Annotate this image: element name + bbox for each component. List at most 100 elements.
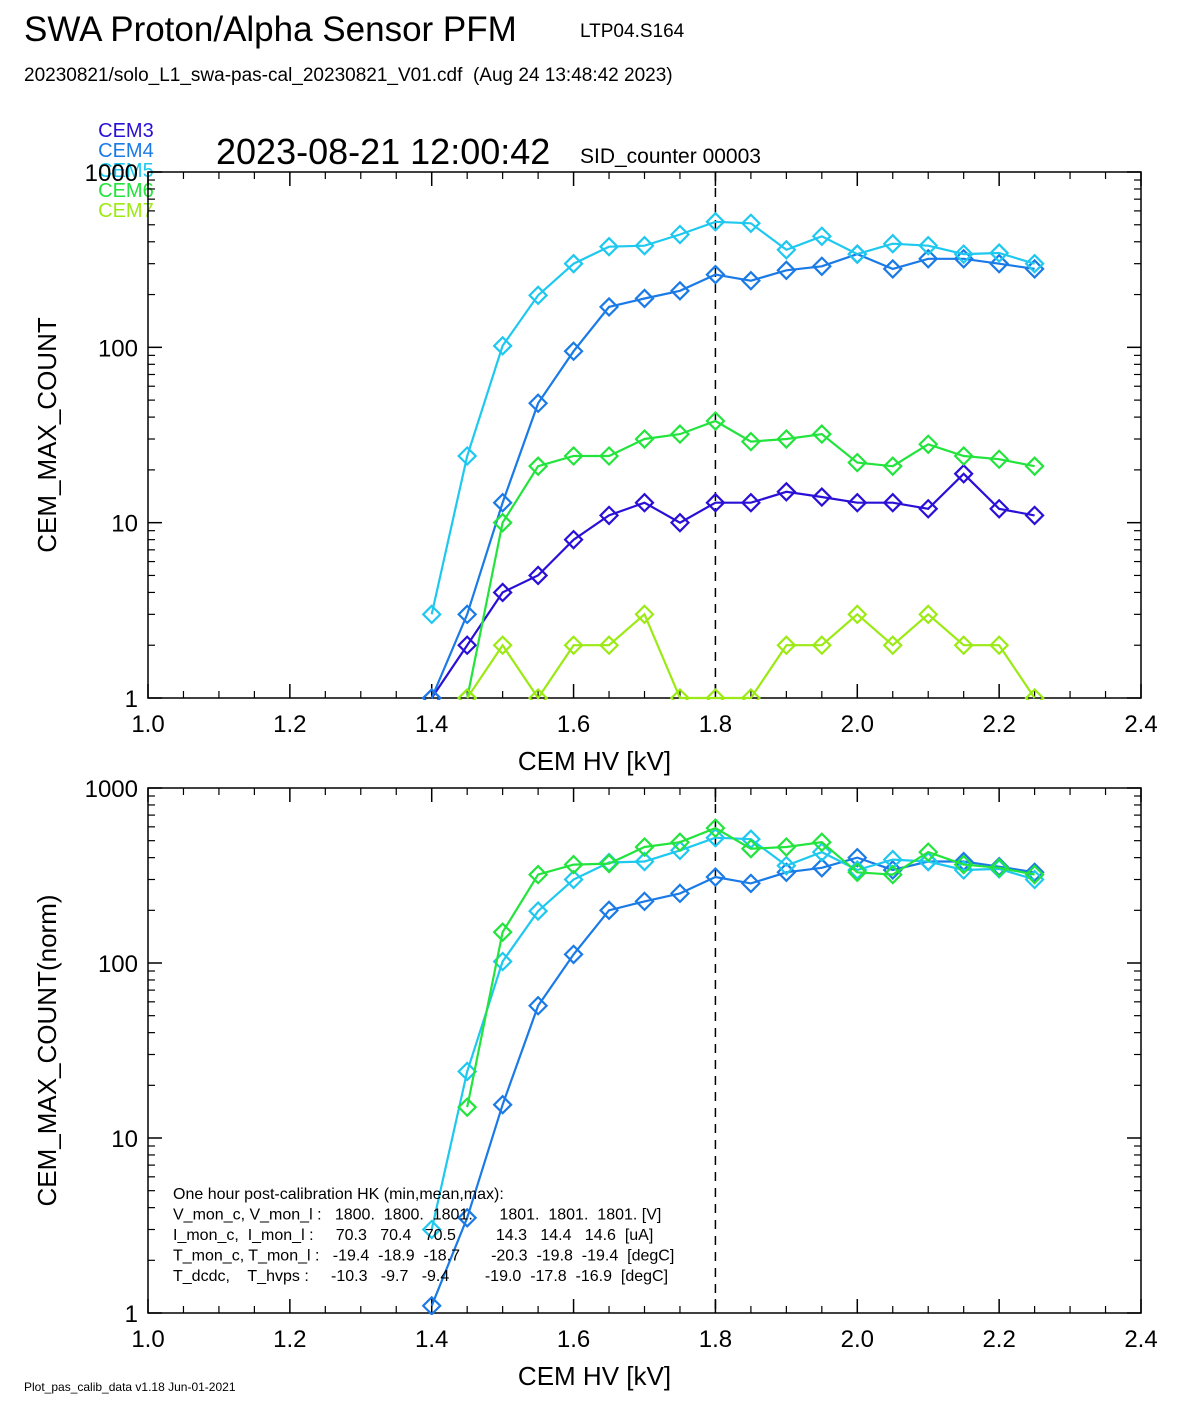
data-point: [528, 456, 549, 477]
x-tick-label: 2.0: [841, 711, 874, 738]
x-tick-label: 2.4: [1124, 1326, 1157, 1353]
x-tick-label: 1.0: [131, 1326, 164, 1353]
data-point: [563, 253, 584, 274]
data-point: [776, 635, 797, 656]
legend-item-cem6: CEM6: [98, 180, 154, 202]
data-point: [528, 393, 549, 414]
plot-tag: LTP04.S164: [580, 21, 685, 42]
data-point: [492, 512, 513, 533]
data-point: [776, 481, 797, 502]
data-point: [598, 635, 620, 656]
series-line: [430, 220, 1035, 615]
hk-line: I_mon_c, I_mon_l : 70.3 70.4 70.5 14.3 1…: [173, 1227, 653, 1244]
data-point: [740, 213, 761, 234]
x-axis-label: CEM HV [kV]: [518, 1361, 671, 1391]
data-point: [705, 211, 726, 232]
data-point: [421, 1295, 442, 1315]
data-point: [847, 452, 868, 473]
data-point: [669, 687, 691, 700]
data-point: [528, 285, 549, 306]
data-point: [740, 838, 761, 859]
series-cem4: [421, 847, 1045, 1315]
data-point: [528, 565, 549, 586]
data-point: [989, 253, 1010, 274]
data-point: [669, 840, 691, 861]
series-line: [430, 836, 1035, 1230]
data-point: [918, 604, 939, 625]
legend-item-cem5: CEM5: [98, 160, 154, 182]
data-point: [989, 635, 1010, 656]
x-tick-label: 2.0: [841, 1326, 874, 1353]
data-point: [528, 901, 549, 922]
chart-panel-1: 1.0 1.2 1.4 1.6 1.8 2.0 2.2 2.4 1 10 100 1000 CEM HV…: [32, 160, 1158, 776]
data-point: [918, 842, 939, 863]
data-point: [918, 434, 939, 455]
series-cem5: [421, 211, 1045, 625]
data-point: [669, 512, 691, 533]
x-tick-label: 1.6: [557, 1326, 590, 1353]
data-point: [989, 857, 1010, 878]
data-point: [705, 827, 726, 848]
series-line: [430, 252, 1035, 699]
data-point: [598, 505, 620, 526]
data-point: [457, 635, 478, 656]
data-point: [1024, 862, 1045, 883]
data-point: [882, 849, 903, 870]
x-tick-label: 1.0: [131, 711, 164, 738]
footer-version: Plot_pas_calib_data v1.18 Jun-01-2021: [24, 1380, 236, 1394]
data-point: [953, 635, 974, 656]
data-point: [740, 873, 761, 894]
data-point: [953, 244, 974, 265]
data-point: [669, 280, 691, 301]
data-point: [740, 492, 761, 513]
data-point: [492, 1094, 513, 1115]
y-tick-label: 100: [98, 951, 138, 978]
hk-line: T_mon_c, T_mon_l : -19.4 -18.9 -18.7 -20…: [173, 1248, 674, 1265]
data-point: [989, 449, 1010, 470]
y-tick-label: 10: [111, 1126, 138, 1153]
hk-line: V_mon_c, V_mon_l : 1800. 1800. 1801. 180…: [173, 1207, 661, 1224]
data-point: [528, 864, 549, 885]
data-point: [634, 891, 655, 912]
data-point: [811, 857, 832, 878]
data-point: [492, 582, 513, 603]
data-point: [882, 456, 903, 477]
data-point: [705, 410, 726, 432]
data-point: [1024, 456, 1045, 477]
data-point: [847, 847, 868, 868]
x-tick-label: 2.2: [982, 1326, 1015, 1353]
data-point: [598, 296, 620, 317]
hk-line: One hour post-calibration HK (min,mean,m…: [173, 1186, 504, 1203]
data-point: [457, 445, 478, 467]
series-line: [430, 856, 1035, 1307]
data-point: [634, 428, 655, 450]
data-point: [989, 498, 1010, 519]
data-point: [811, 424, 832, 445]
data-point: [669, 832, 691, 853]
data-point: [811, 486, 832, 508]
plot-title: SWA Proton/Alpha Sensor PFM: [24, 10, 517, 49]
legend-item-cem3: CEM3: [98, 120, 154, 142]
data-point: [669, 224, 691, 245]
data-point: [634, 288, 655, 309]
data-point: [882, 258, 903, 279]
data-point: [457, 1097, 478, 1118]
data-point: [740, 270, 761, 291]
data-point: [563, 635, 584, 656]
y-tick-label: 1: [125, 686, 138, 713]
file-subtitle: 20230821/solo_L1_swa-pas-cal_20230821_V0…: [24, 65, 673, 86]
data-point: [918, 498, 939, 519]
data-point: [1024, 253, 1045, 274]
series-cem3: [421, 463, 1045, 700]
data-point: [776, 428, 797, 450]
data-point: [918, 851, 939, 872]
data-point: [705, 264, 726, 285]
data-point: [847, 492, 868, 513]
data-point: [421, 1219, 442, 1240]
data-point: [882, 864, 903, 885]
data-point: [953, 463, 974, 484]
data-point: [776, 260, 797, 281]
legend: CEM3 CEM4 CEM5 CEM6 CEM7: [87, 101, 164, 221]
data-point: [563, 854, 584, 875]
